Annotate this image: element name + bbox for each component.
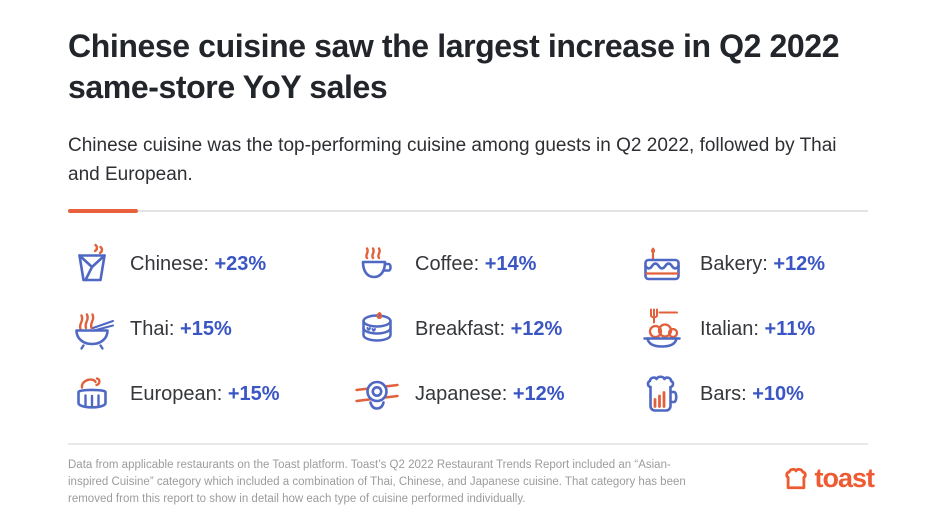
cuisine-item-coffee: Coffee: +14%: [353, 240, 638, 288]
page-title: Chinese cuisine saw the largest increase…: [68, 28, 840, 105]
cuisine-value: +10%: [752, 382, 804, 405]
divider-accent: [68, 208, 138, 213]
cuisine-label: Chinese: +23%: [130, 252, 267, 275]
cuisine-item-chinese: Chinese: +23%: [68, 240, 353, 288]
infographic: Chinese cuisine saw the largest increase…: [68, 28, 868, 427]
cake-icon: [638, 240, 686, 288]
beer-mug-icon: [638, 370, 686, 418]
section-divider: [68, 208, 868, 213]
cuisine-value: +12%: [510, 317, 563, 340]
pasta-plate-icon: [638, 305, 686, 353]
sushi-roll-icon: [353, 370, 401, 418]
cuisine-value: +15%: [180, 317, 232, 340]
cuisine-value: +23%: [214, 252, 267, 275]
cuisine-grid: Chinese: +23% Coffee: +14%: [68, 232, 868, 427]
cuisine-label: Bakery: +12%: [700, 252, 826, 275]
footnote-text: Data from applicable restaurants on the …: [68, 458, 686, 505]
cuisine-item-japanese: Japanese: +12%: [353, 370, 638, 418]
cuisine-item-european: European: +15%: [68, 370, 353, 418]
cuisine-label: Italian: +11%: [700, 317, 816, 340]
toast-wordmark: toast: [814, 463, 875, 494]
cuisine-value: +12%: [512, 382, 565, 405]
cuisine-label: Breakfast: +12%: [415, 317, 563, 340]
cuisine-value: +11%: [764, 317, 816, 340]
coffee-cup-icon: [353, 240, 401, 288]
cuisine-item-bars: Bars: +10%: [638, 370, 868, 418]
pancakes-icon: [353, 305, 401, 353]
toast-bread-icon: [782, 465, 810, 493]
cuisine-label: Coffee: +14%: [415, 252, 537, 275]
cuisine-item-italian: Italian: +11%: [638, 305, 868, 353]
page-subtitle: Chinese cuisine was the top-performing c…: [68, 134, 837, 186]
ramekin-icon: [68, 370, 116, 418]
takeout-box-icon: [68, 240, 116, 288]
cuisine-item-breakfast: Breakfast: +12%: [353, 305, 638, 353]
toast-logo: toast: [782, 463, 875, 494]
cuisine-value: +14%: [484, 252, 537, 275]
cuisine-item-bakery: Bakery: +12%: [638, 240, 868, 288]
cuisine-label: Japanese: +12%: [415, 382, 565, 405]
cuisine-label: European: +15%: [130, 382, 280, 405]
cuisine-item-thai: Thai: +15%: [68, 305, 353, 353]
cuisine-value: +15%: [227, 382, 280, 405]
cuisine-label: Bars: +10%: [700, 382, 804, 405]
footer: Data from applicable restaurants on the …: [68, 442, 875, 508]
cuisine-label: Thai: +15%: [130, 317, 232, 340]
noodle-bowl-icon: [68, 305, 116, 353]
cuisine-value: +12%: [773, 252, 826, 275]
